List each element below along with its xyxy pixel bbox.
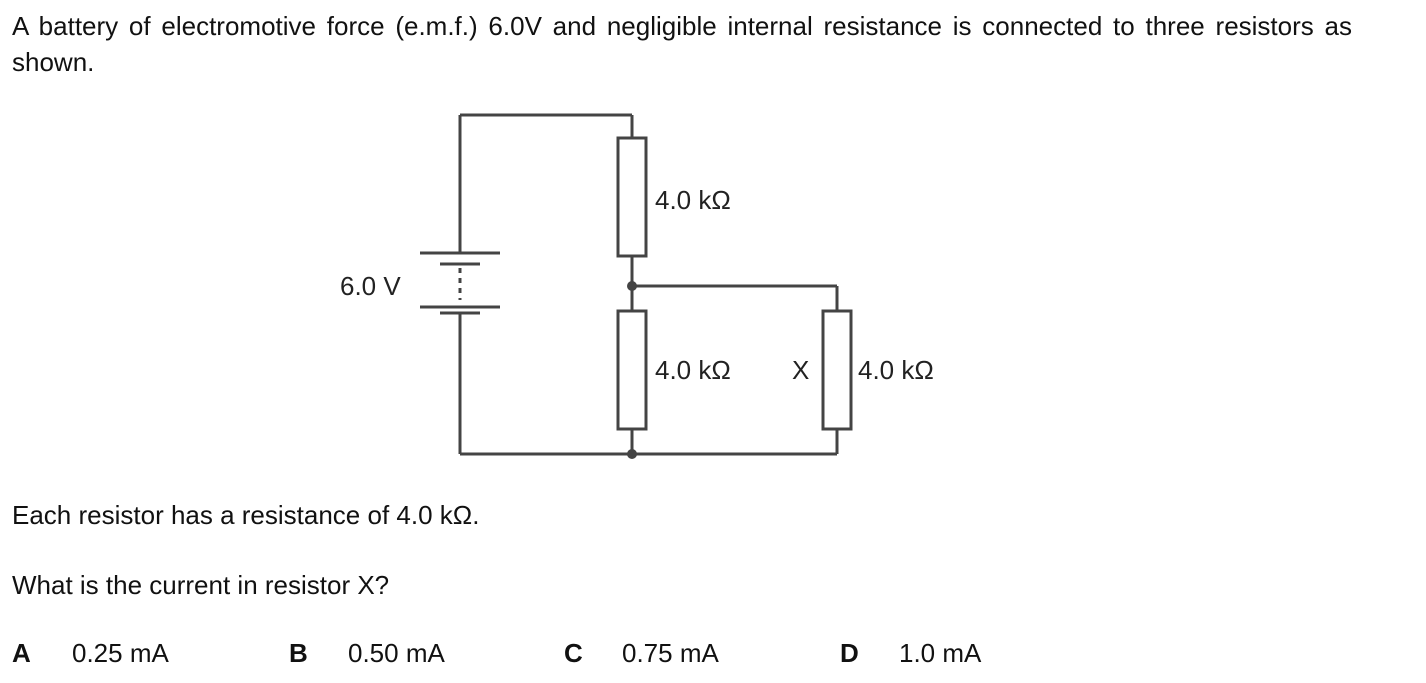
option-c-value[interactable]: 0.75 mA: [622, 638, 719, 668]
resistor-middle: [616, 309, 648, 431]
resistor-top-label: 4.0 kΩ: [655, 185, 731, 215]
option-a-value[interactable]: 0.25 mA: [72, 638, 169, 668]
battery-symbol: [420, 251, 500, 315]
question-intro: A battery of electromotive force (e.m.f.…: [12, 11, 1352, 77]
resistor-x: [821, 309, 853, 431]
junction-dot-bottom: [627, 449, 637, 459]
option-a-letter[interactable]: A: [12, 638, 31, 668]
option-d-value[interactable]: 1.0 mA: [899, 638, 982, 668]
question-statement: Each resistor has a resistance of 4.0 kΩ…: [12, 500, 480, 530]
battery-label: 6.0 V: [340, 271, 401, 301]
option-b-value[interactable]: 0.50 mA: [348, 638, 445, 668]
resistor-x-label: 4.0 kΩ: [858, 355, 934, 385]
junction-dot-middle: [627, 281, 637, 291]
resistor-middle-label: 4.0 kΩ: [655, 355, 731, 385]
option-b-letter[interactable]: B: [289, 638, 308, 668]
option-d-letter[interactable]: D: [840, 638, 859, 668]
option-c-letter[interactable]: C: [564, 638, 583, 668]
resistor-x-name: X: [792, 355, 809, 385]
question-prompt: What is the current in resistor X?: [12, 570, 390, 600]
resistor-top: [616, 136, 648, 258]
